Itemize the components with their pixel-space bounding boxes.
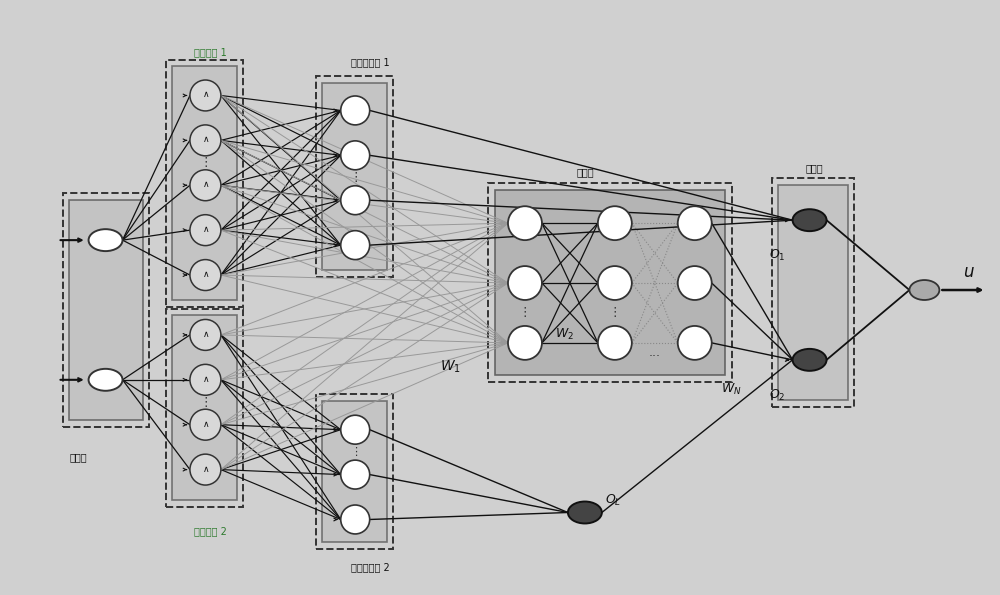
Circle shape [341, 460, 370, 489]
Text: 模糊化层 1: 模糊化层 1 [194, 48, 227, 58]
FancyBboxPatch shape [495, 190, 725, 375]
Text: $W_2$: $W_2$ [555, 327, 574, 343]
Circle shape [190, 125, 221, 156]
Circle shape [190, 80, 221, 111]
Text: $\wedge$: $\wedge$ [202, 329, 209, 339]
Circle shape [598, 266, 632, 300]
Circle shape [678, 326, 712, 360]
Text: 输入层: 输入层 [70, 453, 87, 463]
Circle shape [341, 141, 370, 170]
FancyBboxPatch shape [172, 65, 237, 300]
Ellipse shape [793, 209, 827, 231]
FancyBboxPatch shape [322, 83, 387, 270]
Ellipse shape [89, 369, 123, 391]
Ellipse shape [89, 229, 123, 251]
Circle shape [678, 266, 712, 300]
Text: 模糊化层 2: 模糊化层 2 [194, 527, 227, 537]
Text: ⋮: ⋮ [349, 171, 361, 184]
Circle shape [190, 320, 221, 350]
Text: $\wedge$: $\wedge$ [202, 419, 209, 429]
Text: ⋮: ⋮ [350, 447, 361, 457]
Circle shape [598, 326, 632, 360]
Text: ⋮: ⋮ [199, 396, 212, 409]
Text: $\wedge$: $\wedge$ [202, 134, 209, 145]
Text: ⋮: ⋮ [519, 306, 531, 320]
Circle shape [508, 206, 542, 240]
Circle shape [190, 215, 221, 246]
Circle shape [508, 326, 542, 360]
Text: ⋮: ⋮ [609, 306, 621, 320]
Text: $O_2$: $O_2$ [769, 388, 786, 403]
Text: $W_1$: $W_1$ [440, 359, 461, 375]
Ellipse shape [568, 502, 602, 524]
Text: $\wedge$: $\wedge$ [202, 374, 209, 384]
Text: $\wedge$: $\wedge$ [202, 179, 209, 189]
Text: $O_L$: $O_L$ [605, 493, 621, 508]
Circle shape [190, 409, 221, 440]
Text: 模糊规则层 2: 模糊规则层 2 [351, 562, 390, 572]
Circle shape [341, 231, 370, 259]
Circle shape [341, 186, 370, 215]
Circle shape [190, 364, 221, 395]
Text: ...: ... [649, 346, 661, 359]
Circle shape [190, 170, 221, 201]
Circle shape [190, 454, 221, 485]
Circle shape [190, 259, 221, 290]
Text: $O_1$: $O_1$ [769, 248, 786, 263]
FancyBboxPatch shape [778, 185, 848, 400]
Circle shape [341, 415, 370, 444]
Ellipse shape [793, 349, 827, 371]
Text: $\wedge$: $\wedge$ [202, 89, 209, 99]
Circle shape [598, 206, 632, 240]
Text: $\wedge$: $\wedge$ [202, 269, 209, 279]
Text: $\wedge$: $\wedge$ [202, 464, 209, 474]
Circle shape [341, 96, 370, 125]
Text: 模糊规则层 1: 模糊规则层 1 [351, 58, 389, 68]
Text: 融合层: 融合层 [806, 163, 823, 173]
Text: $u$: $u$ [963, 263, 975, 281]
Circle shape [508, 266, 542, 300]
Text: $\wedge$: $\wedge$ [202, 224, 209, 234]
Text: 隐启层: 隐启层 [576, 167, 594, 177]
Circle shape [341, 505, 370, 534]
Ellipse shape [909, 280, 939, 300]
Circle shape [678, 206, 712, 240]
Text: $W_N$: $W_N$ [721, 382, 742, 397]
FancyBboxPatch shape [172, 315, 237, 500]
Text: ⋮: ⋮ [199, 156, 212, 170]
FancyBboxPatch shape [322, 401, 387, 543]
FancyBboxPatch shape [69, 201, 143, 419]
